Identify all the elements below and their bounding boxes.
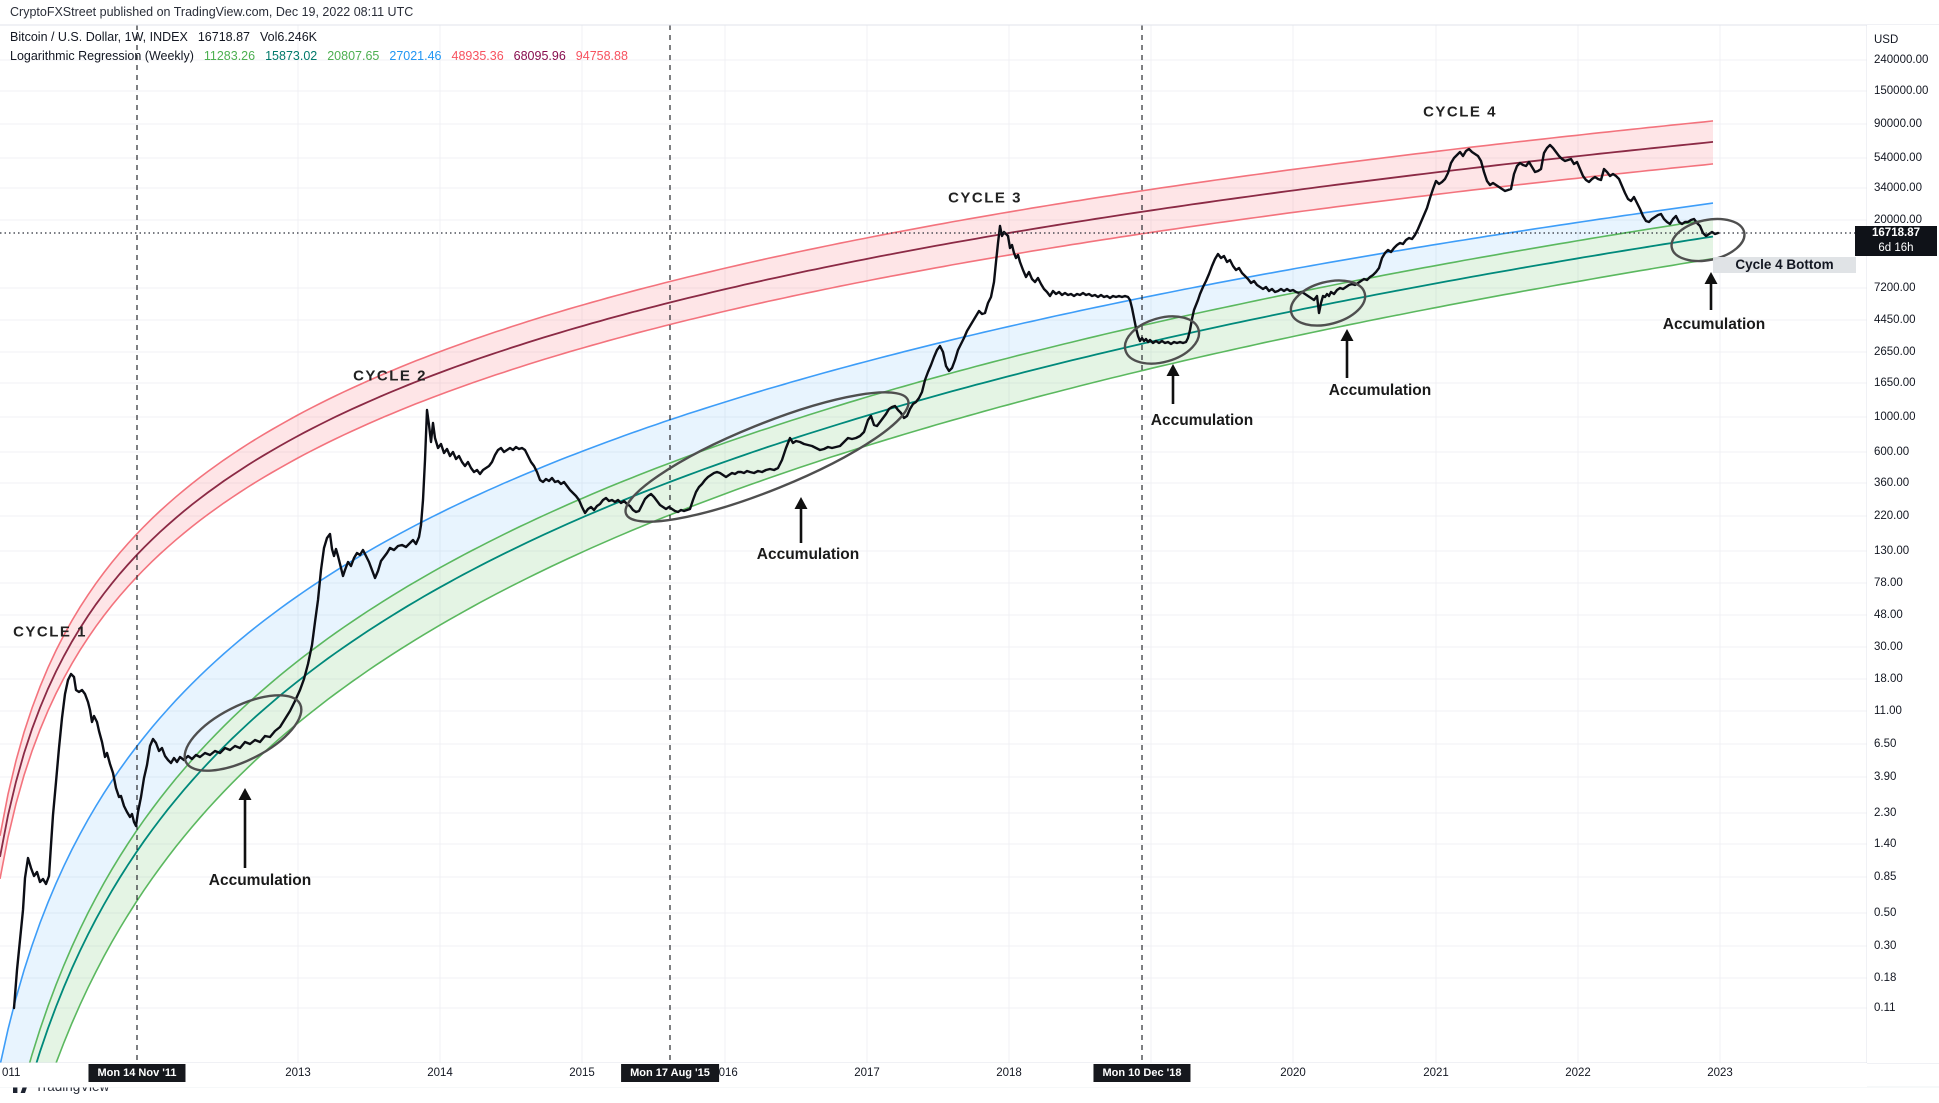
year-label-2018: 2018 <box>996 1067 1022 1079</box>
current-price-badge: 16718.87 <box>1855 226 1937 241</box>
price-axis-label: 360.00 <box>1874 477 1910 489</box>
year-label-2021: 2021 <box>1423 1067 1449 1079</box>
regression-value: 15873.02 <box>265 49 318 63</box>
price-axis-label: 1650.00 <box>1874 377 1916 389</box>
price-axis-label: 0.30 <box>1874 940 1897 952</box>
price-axis-label: 240000.00 <box>1874 54 1929 66</box>
regression-value: 20807.65 <box>327 49 380 63</box>
indicator-row: Logarithmic Regression (Weekly) 11283.26 1… <box>10 48 628 65</box>
price-axis-label: 2.30 <box>1874 807 1897 819</box>
price-axis-label: 11.00 <box>1874 705 1902 717</box>
price-axis-label: 600.00 <box>1874 446 1910 458</box>
accumulation-label-3[interactable]: Accumulation <box>1150 412 1254 429</box>
price-axis-label: 18.00 <box>1874 673 1903 685</box>
chart-legend: Bitcoin / U.S. Dollar, 1W, INDEX 16718.87… <box>10 29 628 65</box>
time-axis[interactable]: 011 2013 2014 2015 2016 2017 2018 2020 2021 2022… <box>0 1063 1867 1087</box>
price-axis-label: 220.00 <box>1874 510 1910 522</box>
cycle-label-3[interactable]: CYCLE 3 <box>948 189 1022 207</box>
accumulation-label-1[interactable]: Accumulation <box>208 872 312 889</box>
price-axis-label: 0.11 <box>1874 1002 1896 1014</box>
price-axis-label: 4450.00 <box>1874 314 1916 326</box>
price-axis-label: 30.00 <box>1874 641 1903 653</box>
year-label-2020: 2020 <box>1280 1067 1306 1079</box>
bar-countdown-badge: 6d 16h <box>1855 241 1937 256</box>
date-marker-badge: Mon 17 Aug '15 <box>621 1064 719 1082</box>
year-label-2023: 2023 <box>1707 1067 1733 1079</box>
price-axis-label: 130.00 <box>1874 545 1910 557</box>
year-label-2014: 2014 <box>427 1067 453 1079</box>
cycle4-bottom-label[interactable]: Cycle 4 Bottom <box>1713 257 1856 273</box>
price-axis-label: 7200.00 <box>1874 282 1916 294</box>
accumulation-label-5[interactable]: Accumulation <box>1662 316 1766 333</box>
indicator-title: Logarithmic Regression (Weekly) <box>10 49 194 63</box>
price-axis-label: 1000.00 <box>1874 411 1916 423</box>
indicator-values: 11283.26 15873.02 20807.65 27021.46 48935.36… <box>194 49 628 63</box>
cycle-label-4[interactable]: CYCLE 4 <box>1423 103 1497 121</box>
price-axis-label: 3.90 <box>1874 771 1897 783</box>
symbol-title: Bitcoin / U.S. Dollar, 1W, INDEX <box>10 30 188 44</box>
price-axis-label: 78.00 <box>1874 577 1903 589</box>
price-axis-label: 34000.00 <box>1874 182 1922 194</box>
price-axis-label: 90000.00 <box>1874 118 1922 130</box>
cycle-label-1[interactable]: CYCLE 1 <box>13 623 87 641</box>
regression-value: 68095.96 <box>513 49 566 63</box>
date-marker-badge: Mon 14 Nov '11 <box>88 1064 186 1082</box>
date-marker-badge: Mon 10 Dec '18 <box>1093 1064 1191 1082</box>
regression-value: 48935.36 <box>451 49 504 63</box>
symbol-row: Bitcoin / U.S. Dollar, 1W, INDEX 16718.87… <box>10 29 628 46</box>
price-axis-label: 54000.00 <box>1874 152 1922 164</box>
price-axis-label: 48.00 <box>1874 609 1903 621</box>
accumulation-label-2[interactable]: Accumulation <box>756 546 860 563</box>
regression-value: 27021.46 <box>389 49 442 63</box>
price-axis-label: 6.50 <box>1874 738 1897 750</box>
price-axis-label: 20000.00 <box>1874 214 1922 226</box>
year-label-2022: 2022 <box>1565 1067 1591 1079</box>
price-axis-label: 0.50 <box>1874 907 1897 919</box>
price-axis-label: 0.85 <box>1874 871 1897 883</box>
cycle-label-2[interactable]: CYCLE 2 <box>353 367 427 385</box>
year-label-2017: 2017 <box>854 1067 880 1079</box>
price-axis-label: 2650.00 <box>1874 346 1916 358</box>
regression-value: 94758.88 <box>575 49 628 63</box>
price-axis[interactable]: USD 240000.00 150000.00 90000.00 54000.00 34… <box>1855 25 1939 1063</box>
regression-value: 11283.26 <box>203 49 256 63</box>
price-axis-label: 150000.00 <box>1874 85 1929 97</box>
attribution-text: CryptoFXStreet published on TradingView.… <box>10 5 414 19</box>
year-label-2013: 2013 <box>285 1067 311 1079</box>
last-price: 16718.87 <box>197 30 250 44</box>
accumulation-label-4[interactable]: Accumulation <box>1328 382 1432 399</box>
cycle4-bottom-text: Cycle 4 Bottom <box>1735 257 1834 272</box>
price-axis-label: 0.18 <box>1874 972 1897 984</box>
year-label-partial: 011 <box>2 1067 21 1079</box>
volume-value: Vol6.246K <box>259 30 317 44</box>
price-axis-label: 1.40 <box>1874 838 1897 850</box>
currency-label: USD <box>1874 34 1899 46</box>
header-bar: CryptoFXStreet published on TradingView.… <box>0 0 1939 25</box>
year-label-2015: 2015 <box>569 1067 595 1079</box>
